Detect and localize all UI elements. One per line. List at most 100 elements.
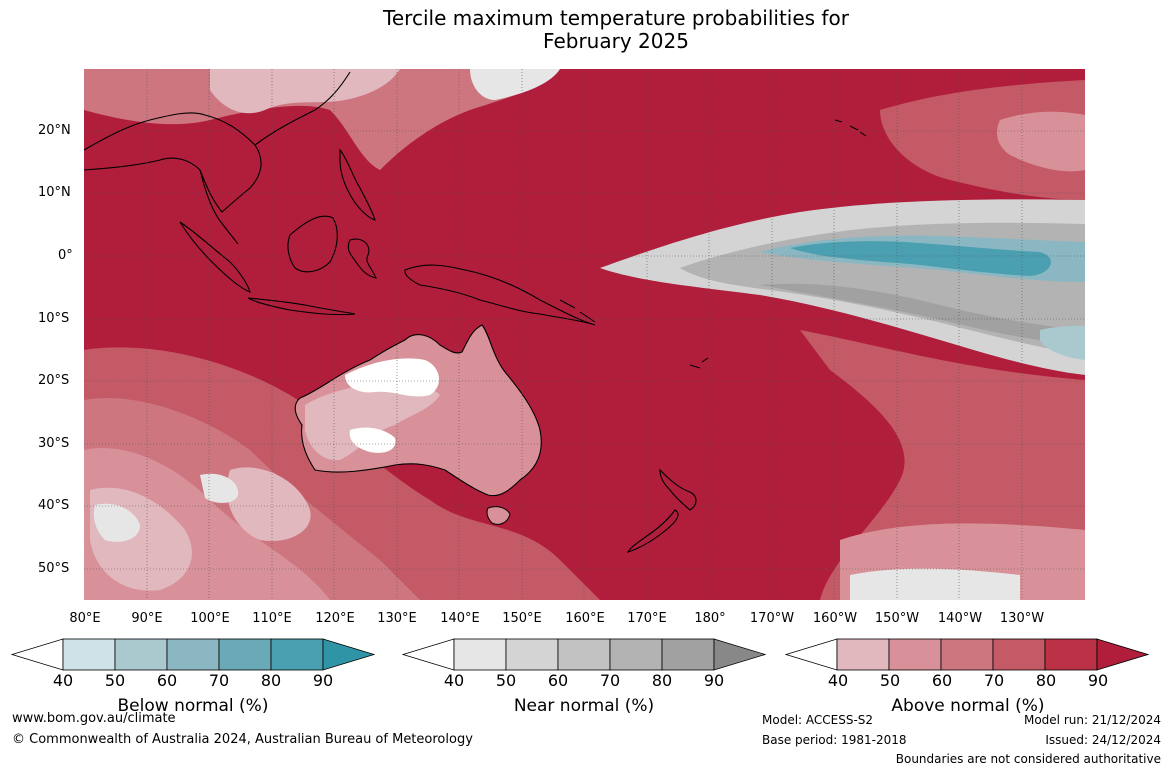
region-below-80-tongue [790, 241, 1051, 276]
tasmania [486, 506, 511, 525]
colorbar-near-tick: 70 [599, 671, 621, 690]
footer-copyright: © Commonwealth of Australia 2024, Austra… [12, 732, 473, 747]
borneo [287, 215, 338, 273]
fiji [689, 357, 709, 369]
colorbar-below-swatch [218, 638, 272, 671]
lat-label: 10°S [38, 311, 70, 326]
colorbar-near-swatch [557, 638, 611, 671]
malay-peninsula [199, 169, 239, 245]
colorbars [10, 638, 1150, 671]
australia-interior-white [345, 358, 440, 397]
region-above-50-ne [997, 111, 1085, 172]
colorbar-near-swatch [453, 638, 507, 671]
lat-label: 10°N [38, 185, 71, 200]
colorbar-above-swatch [992, 638, 1046, 671]
graticule [84, 69, 1085, 600]
colorbar-above-title: Above normal (%) [891, 696, 1045, 716]
region-above-40-b [226, 467, 311, 541]
footer-model: Model: ACCESS-S2 [762, 713, 874, 727]
colorbar-above-tick: 60 [931, 671, 953, 690]
footer-model-run: Model run: 21/12/2024 [1023, 713, 1161, 727]
colorbar-below-swatch [270, 638, 324, 671]
colorbar-above-tick: 50 [879, 671, 901, 690]
colorbar-near [401, 638, 767, 671]
indochina [84, 112, 262, 213]
lon-label: 90°E [131, 611, 163, 626]
lon-label: 150°W [874, 611, 920, 626]
colorbar-near-swatch [505, 638, 559, 671]
region-above-40-north [210, 69, 400, 114]
region-near-40-sw [93, 503, 140, 542]
footer-base-period: Base period: 1981-2018 [762, 733, 907, 747]
hawaii [834, 119, 867, 137]
region-near-40-north [470, 69, 560, 100]
lon-label: 170°E [627, 611, 667, 626]
colorbar-above-tick: 90 [1087, 671, 1109, 690]
colorbar-near-tick: 50 [495, 671, 517, 690]
lat-label: 0° [58, 248, 73, 263]
region-above-70-ne [880, 80, 1085, 200]
colorbar-above-tick: 70 [983, 671, 1005, 690]
colorbar-below-tick: 80 [260, 671, 282, 690]
new-zealand-south [626, 509, 679, 553]
java [247, 297, 356, 316]
lon-label: 130°E [377, 611, 417, 626]
lon-label: 170°W [749, 611, 795, 626]
colorbar-near-swatch [609, 638, 663, 671]
colorbar-below-max-arrow [322, 638, 376, 671]
lon-label: 180° [694, 611, 726, 626]
lon-label: 100°E [190, 611, 230, 626]
lon-label: 120°E [315, 611, 355, 626]
lat-label: 20°S [38, 373, 70, 388]
footer-issued: Issued: 24/12/2024 [1045, 733, 1161, 747]
lat-label: 30°S [38, 436, 70, 451]
lat-label: 50°S [38, 561, 70, 576]
colorbar-below-title: Below normal (%) [117, 696, 269, 716]
colorbar-above-min-arrow [784, 638, 838, 671]
colorbar-below-swatch [114, 638, 168, 671]
colorbar-above-swatch [940, 638, 994, 671]
colorbar-above-tick: 40 [827, 671, 849, 690]
lat-label: 20°N [38, 123, 71, 138]
footer-disclaimer: Boundaries are not considered authoritat… [895, 752, 1161, 766]
lon-label: 80°E [69, 611, 101, 626]
colorbar-below-tick: 90 [312, 671, 334, 690]
colorbar-near-tick: 40 [443, 671, 465, 690]
lon-label: 150°E [502, 611, 542, 626]
lon-label: 160°W [812, 611, 858, 626]
region-near-80-tongue [760, 283, 1085, 345]
colorbar-above [784, 638, 1150, 671]
colorbar-near-title: Near normal (%) [513, 696, 655, 716]
colorbar-below-min-arrow [10, 638, 64, 671]
colorbar-below-swatch [166, 638, 220, 671]
region-near-40-se [850, 568, 1020, 600]
colorbar-below-tick: 70 [208, 671, 230, 690]
china-coast [254, 71, 351, 146]
colorbar-below-swatch [62, 638, 116, 671]
australia-interior-light [305, 381, 440, 461]
colorbar-near-max-arrow [713, 638, 767, 671]
colorbar-above-tick: 80 [1035, 671, 1057, 690]
region-above-60-north [84, 69, 560, 170]
map-title-line-1: Tercile maximum temperature probabilitie… [383, 6, 849, 30]
sumatra [179, 221, 251, 293]
colorbar-above-swatch [888, 638, 942, 671]
map-title-line-2: February 2025 [543, 29, 689, 53]
colorbar-above-swatch [836, 638, 890, 671]
region-near-40-sw2 [200, 473, 239, 503]
solomon-islands [559, 299, 596, 323]
australia-interior-white-2 [349, 427, 396, 453]
philippines [339, 148, 376, 221]
footer-website: www.bom.gov.au/climate [12, 711, 176, 726]
colorbar-near-tick: 90 [703, 671, 725, 690]
colorbar-below-tick: 60 [156, 671, 178, 690]
colorbar-near-tick: 60 [547, 671, 569, 690]
colorbar-below-tick: 50 [104, 671, 126, 690]
colorbar-near-swatch [661, 638, 715, 671]
lon-label: 130°W [999, 611, 1045, 626]
colorbar-near-min-arrow [401, 638, 455, 671]
colorbar-below [10, 638, 376, 671]
lon-label: 160°E [565, 611, 605, 626]
lon-label: 140°E [440, 611, 480, 626]
